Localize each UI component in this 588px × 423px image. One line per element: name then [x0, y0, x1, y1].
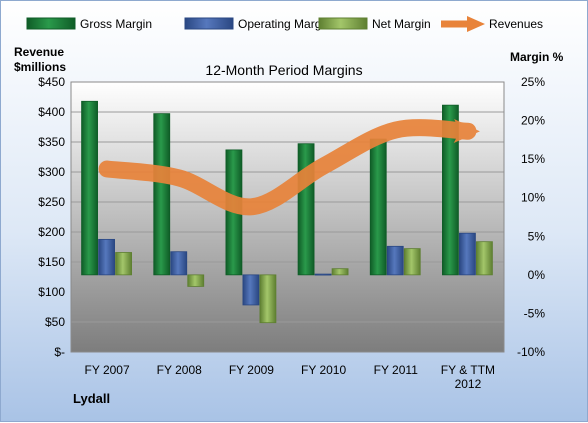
legend-label-revenues: Revenues	[489, 17, 543, 31]
left-tick-label: $150	[38, 255, 65, 269]
gridlines	[70, 81, 505, 353]
left-tick-label: $350	[38, 135, 65, 149]
right-tick-label: 20%	[521, 114, 545, 128]
legend-arrow-icon	[467, 16, 485, 32]
legend-swatch-net-margin	[318, 17, 368, 30]
bar-operating-margin-fy-2008	[170, 251, 188, 276]
right-tick-label: -5%	[524, 306, 546, 320]
bar-operating-margin-fy-2009	[242, 274, 260, 306]
bar-net-margin-fy-2011	[403, 248, 421, 276]
legend-item-operating-margin: Operating Margin	[184, 17, 331, 31]
legend-swatch-operating-margin	[184, 17, 234, 30]
company-label: Lydall	[73, 391, 110, 406]
bar-operating-margin-fy-2011	[386, 245, 404, 276]
left-axis-title-line2: $millions	[14, 60, 66, 74]
bar-gross-margin-fy-2011	[369, 138, 387, 276]
bar-operating-margin-fy-2007	[98, 238, 115, 276]
bar-gross-margin-fy-2007	[81, 100, 98, 276]
legend: Gross Margin Operating Margin Net Margin…	[26, 16, 543, 32]
revenues-line	[98, 118, 480, 216]
left-tick-label: $50	[45, 315, 65, 329]
category-label-fy-2010: FY 2010	[301, 363, 346, 377]
category-label-fy-2007: FY 2007	[85, 363, 130, 377]
right-tick-label: 15%	[521, 152, 545, 166]
bar-operating-margin-fy-2010	[314, 273, 332, 276]
legend-label-net-margin: Net Margin	[372, 17, 431, 31]
right-tick-label: -10%	[517, 345, 545, 359]
right-tick-label: 25%	[521, 75, 545, 89]
legend-label-gross-margin: Gross Margin	[80, 17, 152, 31]
bar-net-margin-fy-2009	[259, 274, 277, 324]
legend-label-operating-margin: Operating Margin	[238, 17, 331, 31]
right-tick-label: 10%	[521, 191, 545, 205]
legend-item-net-margin: Net Margin	[318, 17, 431, 31]
left-tick-label: $400	[38, 105, 65, 119]
left-tick-label: $100	[38, 285, 65, 299]
bar-gross-margin-fy-ttm-2012	[442, 104, 459, 276]
left-axis-title-line1: Revenue	[14, 45, 64, 59]
left-tick-label: $-	[54, 345, 65, 359]
left-tick-label: $450	[38, 75, 65, 89]
chart-title: 12-Month Period Margins	[205, 62, 362, 78]
left-tick-label: $300	[38, 165, 65, 179]
category-label-fy-2009: FY 2009	[229, 363, 274, 377]
legend-swatch-gross-margin	[26, 17, 76, 30]
right-axis-title: Margin %	[510, 50, 564, 64]
bar-operating-margin-fy-ttm-2012	[459, 232, 476, 276]
legend-item-gross-margin: Gross Margin	[26, 17, 152, 31]
left-tick-label: $200	[38, 225, 65, 239]
category-label-fy-ttm-2012: 2012	[455, 377, 482, 391]
plot-border	[70, 81, 505, 353]
right-tick-label: 5%	[528, 229, 546, 243]
right-tick-label: 0%	[528, 268, 546, 282]
bar-net-margin-fy-2010	[331, 268, 349, 276]
bar-net-margin-fy-2008	[187, 274, 205, 287]
tick-labels: $- $50 $100 $150 $200 $250 $300 $350 $400 $450 -10…	[38, 75, 545, 391]
category-label-fy-ttm-2012: FY & TTM	[441, 363, 495, 377]
bar-gross-margin-fy-2008	[153, 113, 171, 276]
category-label-fy-2008: FY 2008	[157, 363, 202, 377]
legend-item-revenues: Revenues	[441, 16, 543, 32]
bar-net-margin-fy-2007	[115, 252, 132, 276]
left-tick-label: $250	[38, 195, 65, 209]
category-label-fy-2011: FY 2011	[374, 363, 419, 377]
bar-net-margin-fy-ttm-2012	[476, 241, 493, 276]
